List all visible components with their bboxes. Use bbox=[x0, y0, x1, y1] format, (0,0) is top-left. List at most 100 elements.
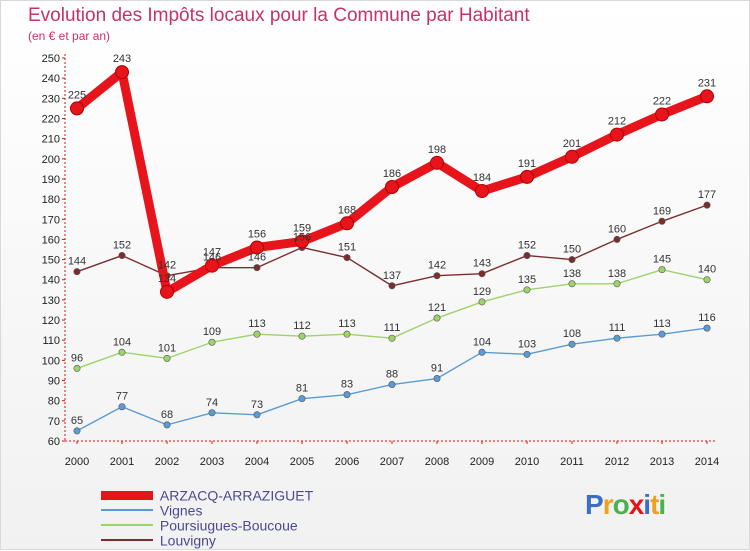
data-label-louvigny: 142 bbox=[158, 260, 176, 272]
data-point-poursiugues-boucoue bbox=[433, 314, 441, 322]
data-label-louvigny: 152 bbox=[518, 240, 536, 252]
data-label-arzacq-arraziguet: 156 bbox=[248, 228, 266, 240]
data-label-poursiugues-boucoue: 138 bbox=[563, 268, 581, 280]
chart-title: Evolution des Impôts locaux pour la Comm… bbox=[28, 5, 530, 26]
legend-item-vignes: Vignes bbox=[101, 501, 202, 518]
data-point-louvigny bbox=[388, 282, 396, 290]
data-label-poursiugues-boucoue: 104 bbox=[113, 336, 131, 348]
data-label-louvigny: 150 bbox=[563, 244, 581, 256]
data-point-poursiugues-boucoue bbox=[73, 364, 81, 372]
data-point-vignes bbox=[388, 381, 396, 389]
data-label-vignes: 103 bbox=[518, 338, 536, 350]
data-label-louvigny: 142 bbox=[428, 260, 446, 272]
data-point-poursiugues-boucoue bbox=[703, 276, 711, 284]
legend-swatch-louvigny bbox=[101, 539, 153, 542]
data-point-vignes bbox=[703, 324, 711, 332]
y-tick-label: 160 bbox=[42, 234, 60, 246]
y-tick-label: 200 bbox=[42, 154, 60, 166]
data-label-arzacq-arraziguet: 191 bbox=[518, 158, 536, 170]
x-tick-label: 2007 bbox=[380, 456, 404, 468]
data-point-poursiugues-boucoue bbox=[163, 354, 171, 362]
proxiti-logo: Proxiti bbox=[585, 489, 666, 521]
data-point-vignes bbox=[298, 395, 306, 403]
series-layer bbox=[70, 65, 714, 435]
data-label-arzacq-arraziguet: 184 bbox=[473, 172, 491, 184]
data-label-arzacq-arraziguet: 147 bbox=[203, 247, 221, 259]
y-tick-label: 210 bbox=[42, 134, 60, 146]
data-label-arzacq-arraziguet: 243 bbox=[113, 53, 131, 65]
x-tick-label: 2001 bbox=[110, 456, 134, 468]
data-label-poursiugues-boucoue: 111 bbox=[384, 322, 401, 334]
data-point-arzacq-arraziguet bbox=[340, 216, 354, 231]
data-label-poursiugues-boucoue: 121 bbox=[428, 302, 446, 314]
data-label-arzacq-arraziguet: 222 bbox=[653, 95, 671, 107]
data-label-arzacq-arraziguet: 201 bbox=[563, 138, 581, 150]
data-label-poursiugues-boucoue: 96 bbox=[71, 352, 83, 364]
data-point-louvigny bbox=[658, 217, 666, 225]
data-label-poursiugues-boucoue: 113 bbox=[338, 318, 356, 330]
data-point-vignes bbox=[478, 348, 486, 356]
logo-letter: x bbox=[628, 489, 645, 520]
data-label-vignes: 65 bbox=[71, 415, 83, 427]
x-tick-label: 2004 bbox=[245, 456, 269, 468]
data-point-vignes bbox=[118, 403, 126, 411]
data-point-poursiugues-boucoue bbox=[568, 280, 576, 288]
data-label-vignes: 111 bbox=[609, 322, 626, 334]
data-label-poursiugues-boucoue: 109 bbox=[203, 326, 221, 338]
data-point-arzacq-arraziguet bbox=[700, 89, 714, 104]
x-tick-label: 2009 bbox=[470, 456, 494, 468]
y-tick-label: 110 bbox=[42, 335, 60, 347]
data-point-vignes bbox=[208, 409, 216, 417]
legend-swatch-poursiugues bbox=[101, 524, 153, 527]
data-point-arzacq-arraziguet bbox=[250, 240, 264, 255]
data-point-vignes bbox=[253, 411, 261, 419]
data-point-vignes bbox=[73, 427, 81, 435]
x-tick-label: 2010 bbox=[515, 456, 539, 468]
y-tick-label: 170 bbox=[42, 214, 60, 226]
y-tick-label: 230 bbox=[42, 93, 60, 105]
x-tick-label: 2014 bbox=[695, 456, 719, 468]
y-tick-label: 180 bbox=[42, 194, 60, 206]
data-point-louvigny bbox=[703, 201, 711, 209]
y-tick-label: 100 bbox=[42, 355, 60, 367]
data-point-poursiugues-boucoue bbox=[118, 348, 126, 356]
data-point-poursiugues-boucoue bbox=[343, 330, 351, 338]
data-label-louvigny: 137 bbox=[383, 270, 401, 282]
data-label-vignes: 73 bbox=[251, 399, 263, 411]
data-label-arzacq-arraziguet: 225 bbox=[68, 89, 86, 101]
data-point-poursiugues-boucoue bbox=[658, 266, 666, 274]
x-tick-label: 2006 bbox=[335, 456, 359, 468]
data-label-poursiugues-boucoue: 140 bbox=[698, 264, 716, 276]
data-label-louvigny: 151 bbox=[338, 242, 356, 254]
y-tick-label: 220 bbox=[42, 113, 60, 125]
data-point-poursiugues-boucoue bbox=[208, 338, 216, 346]
data-point-louvigny bbox=[253, 264, 261, 272]
data-point-arzacq-arraziguet bbox=[385, 180, 399, 195]
data-label-louvigny: 144 bbox=[68, 256, 86, 268]
logo-letter: i bbox=[643, 489, 651, 520]
data-point-louvigny bbox=[73, 268, 81, 276]
data-point-louvigny bbox=[433, 272, 441, 280]
y-tick-label: 60 bbox=[48, 436, 60, 448]
data-label-louvigny: 143 bbox=[473, 258, 491, 270]
x-tick-label: 2005 bbox=[290, 456, 314, 468]
x-tick-label: 2012 bbox=[605, 456, 629, 468]
data-point-arzacq-arraziguet bbox=[655, 107, 669, 122]
data-point-arzacq-arraziguet bbox=[520, 169, 534, 184]
logo-letter: t bbox=[650, 489, 659, 520]
data-label-louvigny: 146 bbox=[203, 252, 221, 264]
x-tick-label: 2013 bbox=[650, 456, 674, 468]
y-tick-label: 140 bbox=[42, 275, 60, 287]
data-label-poursiugues-boucoue: 101 bbox=[158, 342, 176, 354]
legend-swatch-arzacq bbox=[101, 490, 153, 500]
data-label-poursiugues-boucoue: 113 bbox=[248, 318, 266, 330]
data-label-poursiugues-boucoue: 145 bbox=[653, 254, 671, 266]
data-label-arzacq-arraziguet: 231 bbox=[698, 77, 716, 89]
data-label-arzacq-arraziguet: 198 bbox=[428, 144, 446, 156]
legend-item-arzacq: ARZACQ-ARRAZIGUET bbox=[101, 486, 313, 503]
data-point-vignes bbox=[613, 334, 621, 342]
y-tick-label: 150 bbox=[42, 255, 60, 267]
legend-item-poursiugues: Poursiugues-Boucoue bbox=[101, 516, 298, 533]
data-label-louvigny: 160 bbox=[608, 223, 626, 235]
